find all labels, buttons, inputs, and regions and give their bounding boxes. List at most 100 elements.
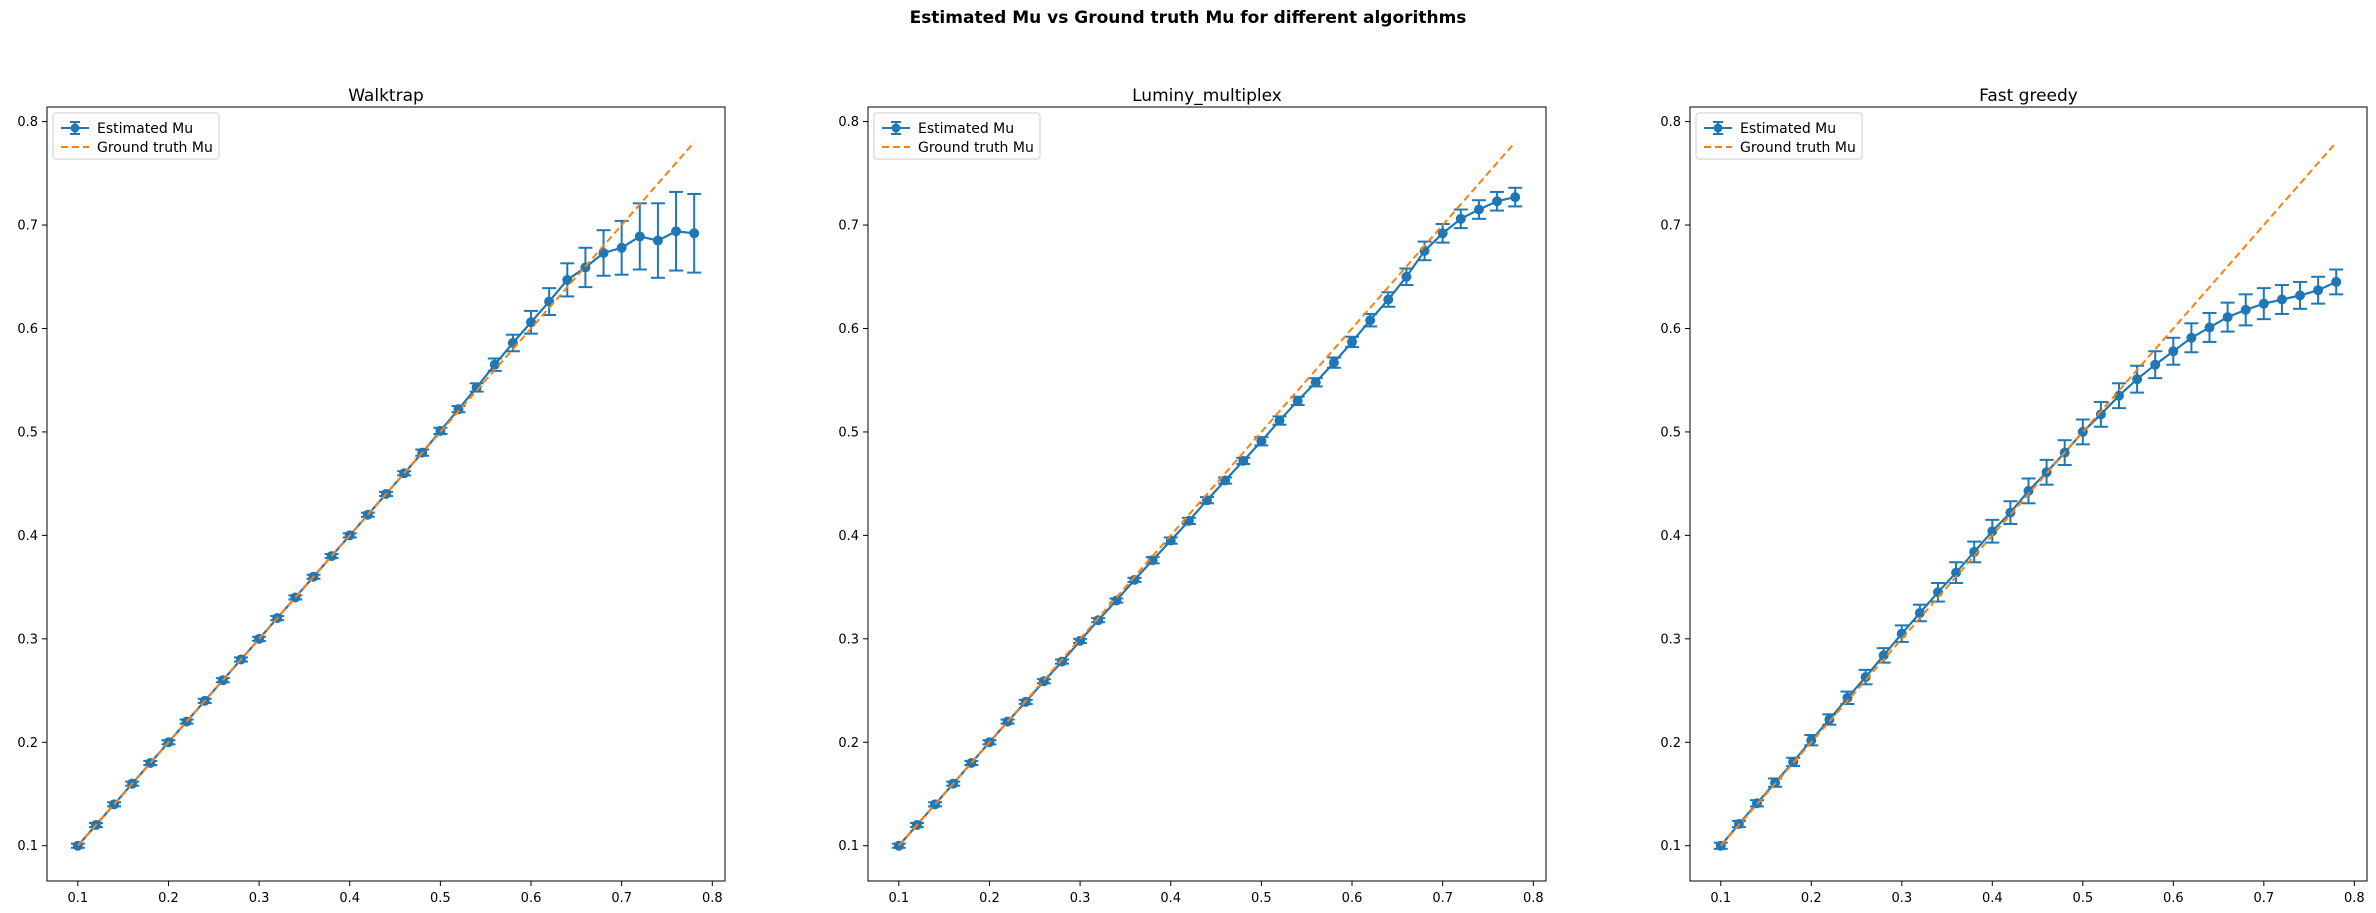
y-tick-label: 0.1 (1660, 839, 1681, 854)
x-tick-label: 0.3 (1891, 891, 1912, 906)
estimated-mu-point (526, 317, 537, 328)
estimated-mu-point (562, 274, 573, 285)
y-tick-label: 0.6 (17, 322, 38, 337)
axes-frame (46, 106, 726, 882)
y-tick-label: 0.6 (838, 322, 859, 337)
estimated-mu-point (2276, 294, 2287, 305)
estimated-mu-point (2132, 374, 2143, 385)
y-tick-label: 0.5 (838, 425, 859, 440)
x-tick-label: 0.5 (1251, 891, 1272, 906)
estimated-mu-point (2258, 298, 2269, 309)
ground-truth-mu-line (77, 141, 695, 847)
legend-label-estimated: Estimated Mu (918, 121, 1014, 137)
estimated-mu-point (616, 242, 627, 253)
x-tick-label: 0.7 (611, 891, 632, 906)
legend-estimated-swatch-marker (1713, 123, 1723, 133)
x-tick-label: 0.4 (339, 891, 360, 906)
estimated-mu-point (689, 228, 700, 239)
legend-label-ground-truth: Ground truth Mu (918, 140, 1034, 156)
legend: Estimated Mu Ground truth Mu (52, 112, 220, 160)
estimated-mu-point (634, 231, 645, 242)
x-tick-label: 0.2 (979, 891, 1000, 906)
estimated-mu-point (1056, 656, 1067, 667)
estimated-mu-point (1437, 228, 1448, 239)
x-tick-label: 0.2 (1801, 891, 1822, 906)
y-tick-label: 0.5 (1660, 425, 1681, 440)
legend-box (1695, 112, 1863, 160)
estimated-mu-point (1111, 595, 1122, 606)
y-tick-label: 0.3 (17, 632, 38, 647)
estimated-mu-point (1274, 415, 1285, 426)
legend-label-ground-truth: Ground truth Mu (1740, 140, 1856, 156)
y-tick-label: 0.7 (838, 219, 859, 234)
estimated-mu-point (1147, 555, 1158, 566)
estimated-mu-point (1473, 204, 1484, 215)
estimated-mu-point (1455, 213, 1466, 224)
y-tick-label: 0.4 (17, 529, 38, 544)
estimated-mu-point (2168, 346, 2179, 357)
x-tick-label: 0.8 (2344, 891, 2365, 906)
y-tick-label: 0.2 (17, 736, 38, 751)
estimated-mu-point (2222, 312, 2233, 323)
estimated-mu-point (1256, 436, 1267, 447)
estimated-mu-line (1719, 280, 2337, 847)
estimated-mu-point (2005, 507, 2016, 518)
x-tick-label: 0.5 (430, 891, 451, 906)
y-tick-label: 0.1 (838, 839, 859, 854)
plot-area (70, 141, 702, 851)
estimated-mu-point (1365, 315, 1376, 326)
x-tick-label: 0.8 (1523, 891, 1544, 906)
estimated-mu-point (489, 359, 500, 370)
y-tick-label: 0.7 (1660, 219, 1681, 234)
x-tick-label: 0.4 (1160, 891, 1181, 906)
x-tick-label: 0.5 (2072, 891, 2093, 906)
legend-label-ground-truth: Ground truth Mu (97, 140, 213, 156)
estimated-mu-point (2331, 276, 2342, 287)
estimated-mu-point (1492, 196, 1503, 207)
axes-frame (867, 106, 1547, 882)
estimated-mu-point (2240, 304, 2251, 315)
estimated-mu-point (1806, 735, 1817, 746)
estimated-mu-point (1987, 526, 1998, 537)
x-tick-label: 0.3 (249, 891, 270, 906)
subplot-title: Walktrap (348, 86, 424, 106)
x-tick-label: 0.1 (1710, 891, 1731, 906)
y-tick-label: 0.8 (17, 115, 38, 130)
estimated-mu-point (1220, 475, 1231, 486)
legend: Estimated Mu Ground truth Mu (873, 112, 1041, 160)
x-tick-label: 0.6 (2163, 891, 2184, 906)
legend-box (873, 112, 1041, 160)
y-tick-label: 0.5 (17, 425, 38, 440)
estimated-mu-point (2114, 390, 2125, 401)
estimated-mu-point (2204, 322, 2215, 333)
y-tick-label: 0.3 (1660, 632, 1681, 647)
legend: Estimated Mu Ground truth Mu (1695, 112, 1863, 160)
y-tick-label: 0.8 (1660, 115, 1681, 130)
y-tick-label: 0.2 (1660, 736, 1681, 751)
x-tick-label: 0.3 (1070, 891, 1091, 906)
ground-truth-mu-line (898, 141, 1516, 847)
x-tick-label: 0.8 (702, 891, 723, 906)
x-tick-label: 0.6 (1342, 891, 1363, 906)
estimated-mu-point (671, 226, 682, 237)
y-tick-label: 0.6 (1660, 322, 1681, 337)
y-tick-label: 0.4 (838, 529, 859, 544)
legend-estimated-swatch-marker (891, 123, 901, 133)
estimated-mu-point (1383, 294, 1394, 305)
estimated-mu-point (1824, 714, 1835, 725)
estimated-mu-point (598, 247, 609, 258)
y-tick-label: 0.2 (838, 736, 859, 751)
x-tick-label: 0.6 (521, 891, 542, 906)
estimated-mu-point (1292, 395, 1303, 406)
legend-estimated-swatch-marker (70, 123, 80, 133)
estimated-mu-point (1093, 615, 1104, 626)
estimated-mu-point (1510, 192, 1521, 203)
estimated-mu-point (1129, 574, 1140, 585)
x-tick-label: 0.7 (2253, 891, 2274, 906)
estimated-mu-point (1401, 271, 1412, 282)
x-tick-label: 0.4 (1982, 891, 2003, 906)
x-tick-label: 0.7 (1432, 891, 1453, 906)
estimated-mu-point (1347, 336, 1358, 347)
estimated-mu-point (1914, 607, 1925, 618)
